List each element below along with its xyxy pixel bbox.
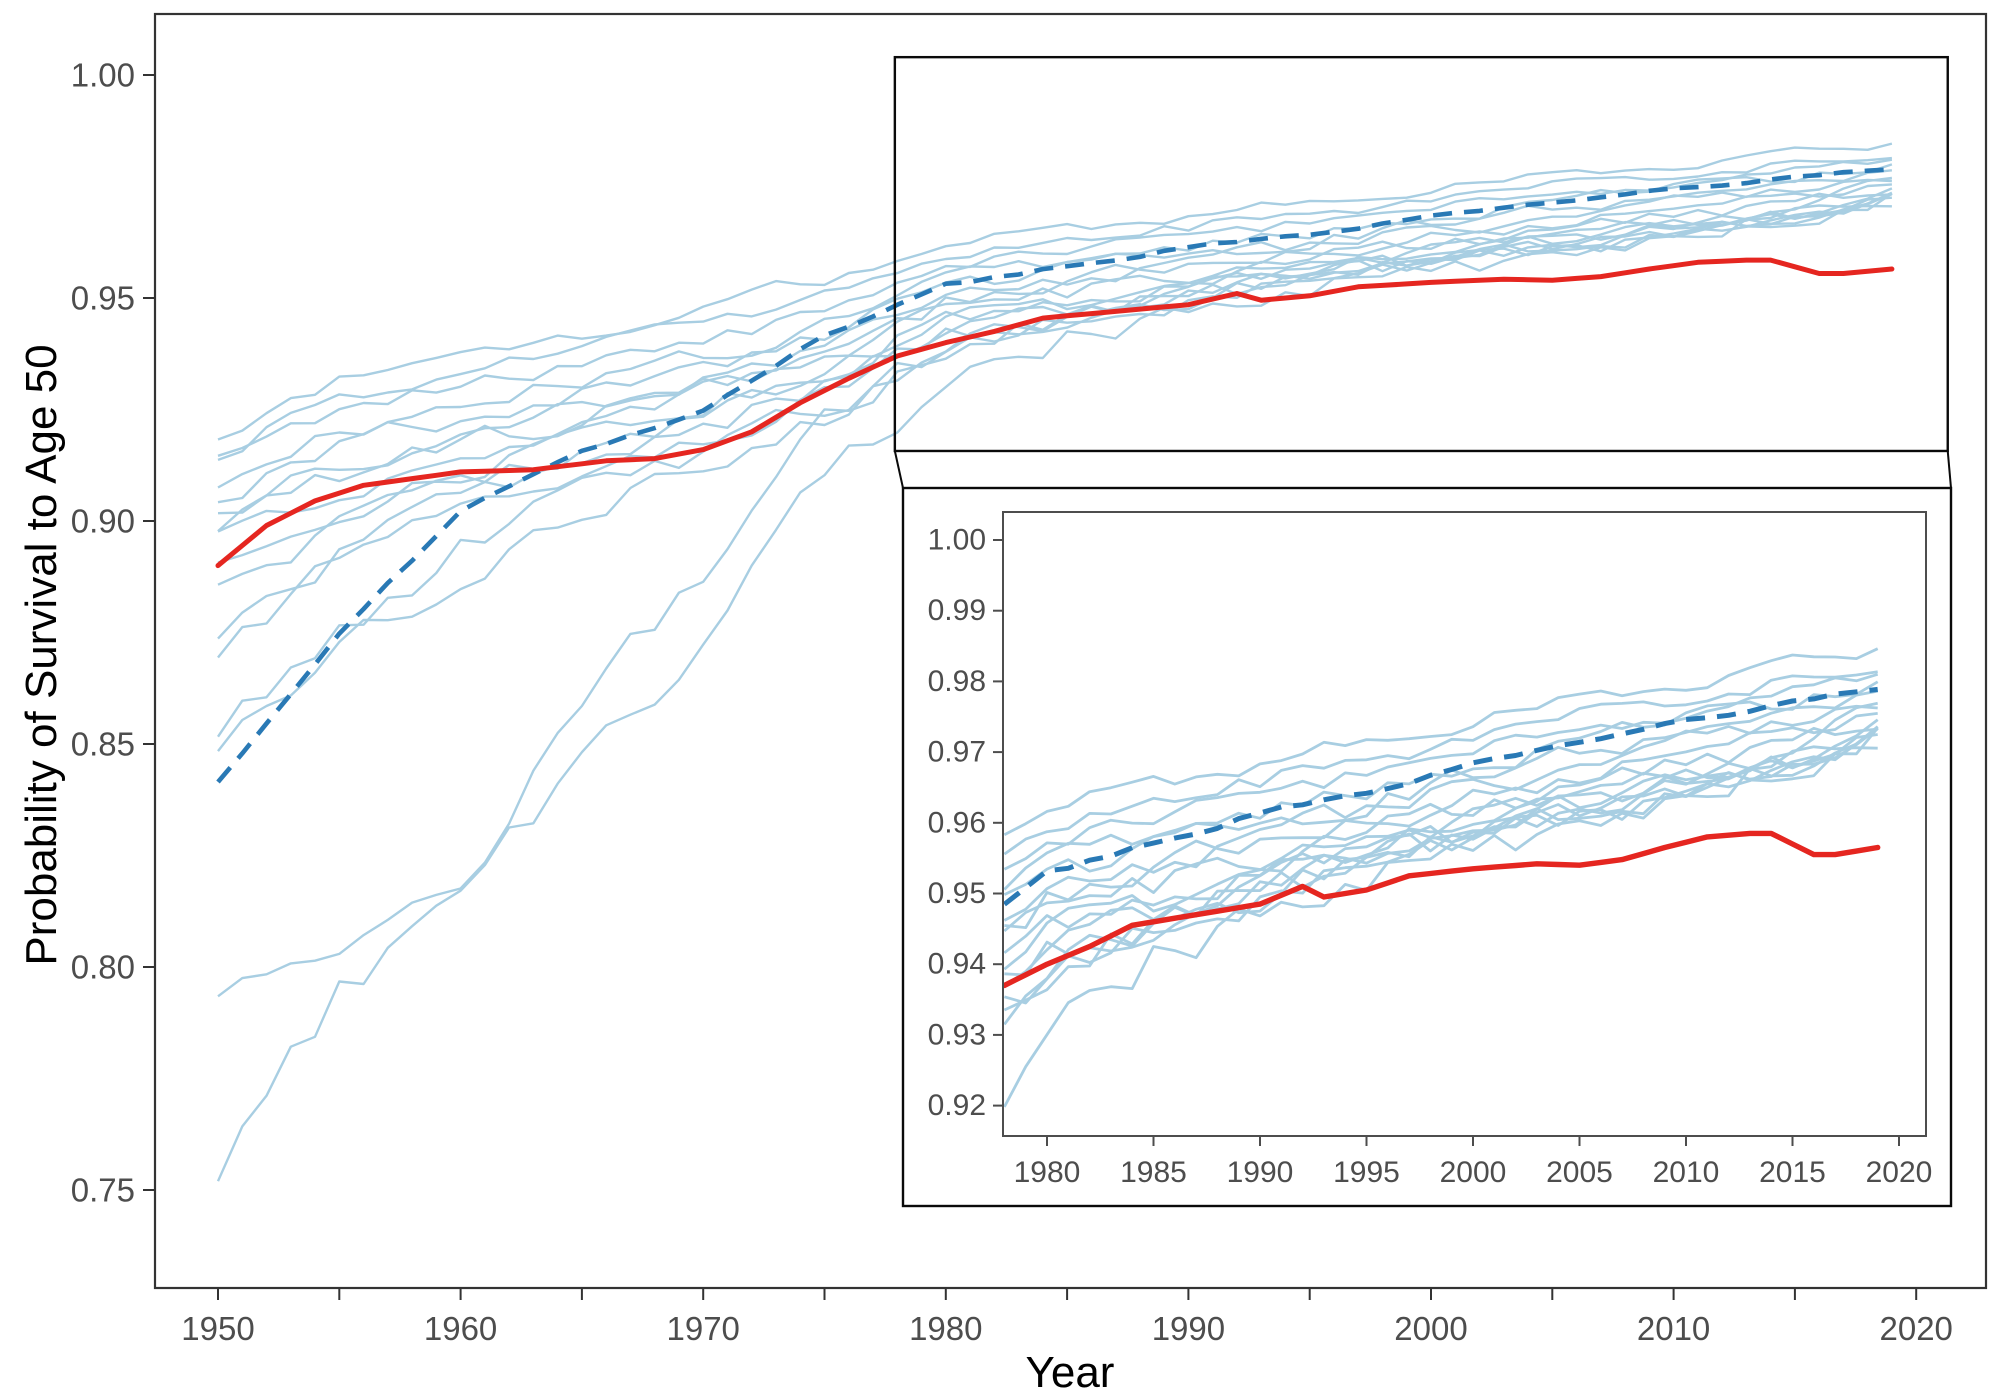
svg-text:2005: 2005 [1546, 1156, 1613, 1189]
svg-text:1.00: 1.00 [71, 57, 135, 94]
usa-line [215, 257, 1895, 569]
svg-text:1960: 1960 [424, 1310, 497, 1347]
zoom-connector-left [893, 450, 904, 489]
svg-text:0.92: 0.92 [928, 1089, 986, 1122]
svg-text:1970: 1970 [666, 1310, 739, 1347]
svg-text:1950: 1950 [181, 1310, 254, 1347]
svg-text:0.98: 0.98 [928, 665, 986, 698]
svg-text:0.95: 0.95 [71, 280, 135, 317]
svg-text:2010: 2010 [1653, 1156, 1720, 1189]
usa-line [1003, 830, 1881, 989]
svg-text:1.00: 1.00 [928, 524, 986, 557]
svg-text:2000: 2000 [1394, 1310, 1467, 1347]
comparator-mean-dashed-line [1003, 686, 1878, 907]
svg-text:1980: 1980 [909, 1310, 982, 1347]
zoom-connector-right [1946, 450, 1952, 489]
svg-text:0.75: 0.75 [71, 1172, 135, 1209]
y-axis-label: Probability of Survival to Age 50 [17, 344, 66, 966]
svg-text:0.96: 0.96 [928, 806, 986, 839]
svg-text:0.90: 0.90 [71, 503, 135, 540]
svg-text:1995: 1995 [1333, 1156, 1400, 1189]
main-plot: 1.00 0.95 0.90 0.85 0.80 0.75 1950 1960 1970 1980… [71, 12, 1988, 1347]
main-panel-border [153, 12, 1988, 1290]
svg-text:2020: 2020 [1879, 1310, 1952, 1347]
svg-text:2020: 2020 [1866, 1156, 1933, 1189]
svg-text:0.95: 0.95 [928, 877, 986, 910]
comparator-lines [216, 142, 1893, 1182]
zoom-region-rectangle [893, 55, 1949, 453]
x-axis-label: Year [1025, 1348, 1115, 1397]
svg-text:1980: 1980 [1014, 1156, 1081, 1189]
inset-plot: 1.00 0.99 0.98 0.97 0.96 0.95 0.94 0.93 0.92 1980… [901, 486, 1953, 1208]
svg-text:2010: 2010 [1637, 1310, 1710, 1347]
svg-text:1985: 1985 [1120, 1156, 1187, 1189]
inset-panel-border [1002, 511, 1927, 1137]
svg-text:0.99: 0.99 [928, 594, 986, 627]
svg-text:1990: 1990 [1152, 1310, 1225, 1347]
svg-text:0.85: 0.85 [71, 726, 135, 763]
comparator-mean-dashed-line [216, 167, 1893, 784]
svg-text:0.93: 0.93 [928, 1018, 986, 1051]
svg-text:0.97: 0.97 [928, 736, 986, 769]
svg-text:1990: 1990 [1227, 1156, 1294, 1189]
svg-text:0.80: 0.80 [71, 949, 135, 986]
svg-text:0.94: 0.94 [928, 948, 986, 981]
svg-text:2000: 2000 [1440, 1156, 1507, 1189]
svg-text:2015: 2015 [1759, 1156, 1826, 1189]
